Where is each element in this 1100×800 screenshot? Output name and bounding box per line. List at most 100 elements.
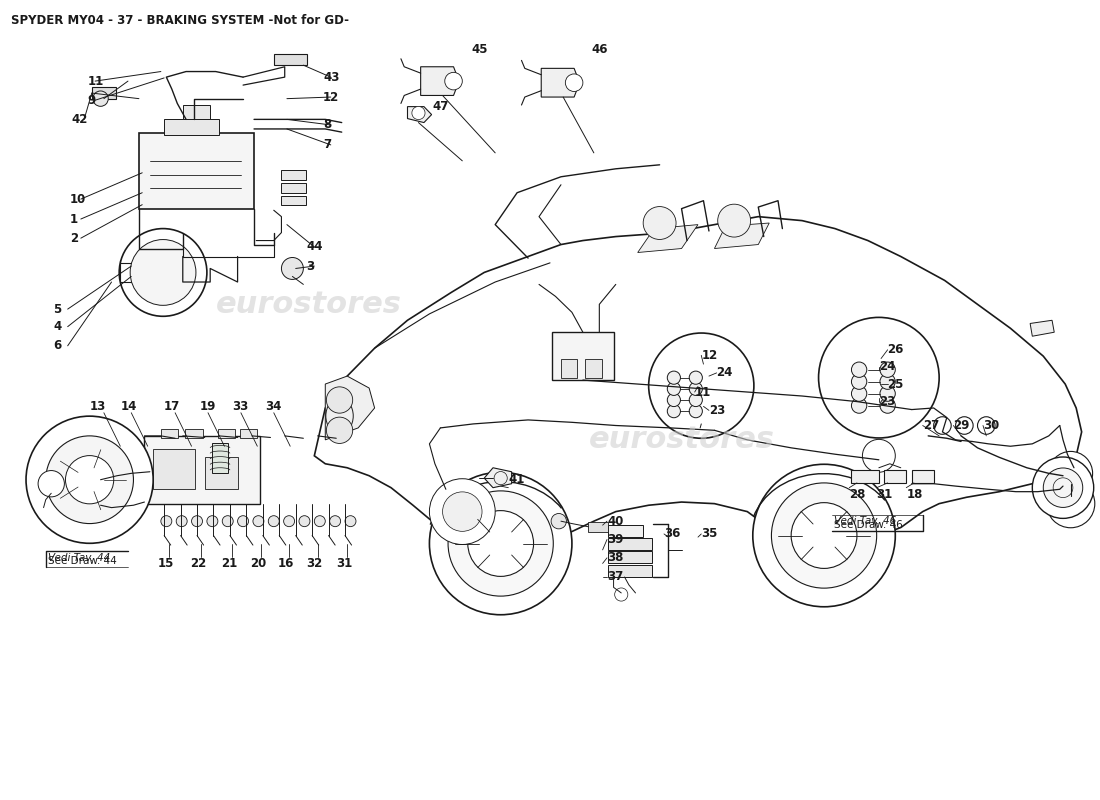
FancyBboxPatch shape: [608, 538, 652, 550]
Text: 12: 12: [702, 349, 717, 362]
Text: 37: 37: [607, 570, 624, 583]
Circle shape: [176, 516, 187, 526]
Text: 27: 27: [923, 419, 939, 432]
Circle shape: [282, 258, 304, 279]
Text: 1: 1: [70, 213, 78, 226]
Polygon shape: [638, 225, 698, 253]
Circle shape: [46, 436, 133, 523]
Circle shape: [690, 371, 703, 384]
Circle shape: [442, 492, 482, 531]
Text: 34: 34: [265, 400, 282, 413]
Circle shape: [284, 516, 295, 526]
Circle shape: [191, 516, 202, 526]
FancyBboxPatch shape: [212, 443, 228, 474]
Text: 21: 21: [221, 557, 238, 570]
Text: 11: 11: [87, 74, 103, 88]
Circle shape: [934, 417, 952, 434]
Circle shape: [222, 516, 233, 526]
Circle shape: [644, 206, 676, 239]
Text: 23: 23: [879, 395, 895, 408]
Text: 28: 28: [849, 487, 866, 501]
Text: 40: 40: [607, 514, 624, 528]
Circle shape: [327, 387, 353, 413]
Circle shape: [1032, 457, 1093, 518]
Circle shape: [66, 456, 113, 504]
FancyBboxPatch shape: [153, 450, 195, 490]
Text: 22: 22: [190, 557, 207, 570]
Text: 4: 4: [54, 320, 62, 333]
Circle shape: [468, 510, 534, 576]
FancyBboxPatch shape: [884, 470, 906, 483]
Text: Vedi Tav. 46: Vedi Tav. 46: [834, 516, 896, 526]
Text: 20: 20: [250, 557, 266, 570]
Circle shape: [851, 374, 867, 390]
FancyBboxPatch shape: [282, 183, 306, 193]
Circle shape: [238, 516, 249, 526]
Polygon shape: [1030, 320, 1054, 336]
FancyBboxPatch shape: [588, 522, 608, 531]
FancyBboxPatch shape: [912, 470, 934, 483]
Circle shape: [327, 417, 353, 443]
Text: 15: 15: [157, 557, 174, 570]
FancyBboxPatch shape: [218, 429, 235, 438]
Text: 12: 12: [323, 90, 339, 103]
Text: 14: 14: [120, 400, 136, 413]
Text: 17: 17: [164, 400, 180, 413]
Text: 39: 39: [607, 533, 624, 546]
Circle shape: [1043, 468, 1082, 507]
Circle shape: [1057, 460, 1084, 486]
Circle shape: [1046, 479, 1094, 528]
Text: 46: 46: [592, 42, 608, 56]
Polygon shape: [326, 376, 375, 440]
Text: 11: 11: [695, 386, 711, 398]
Circle shape: [130, 239, 196, 306]
Circle shape: [880, 362, 895, 378]
Circle shape: [299, 516, 310, 526]
Circle shape: [690, 394, 703, 406]
Text: 35: 35: [702, 527, 717, 541]
Text: 44: 44: [307, 241, 323, 254]
Circle shape: [161, 516, 172, 526]
Circle shape: [862, 439, 895, 472]
Text: 38: 38: [607, 551, 624, 564]
FancyBboxPatch shape: [608, 565, 652, 577]
Text: 29: 29: [954, 419, 970, 432]
Text: 33: 33: [232, 400, 249, 413]
Circle shape: [668, 405, 681, 418]
Circle shape: [444, 72, 462, 90]
Text: 19: 19: [199, 400, 216, 413]
Circle shape: [791, 502, 857, 569]
Text: 26: 26: [888, 343, 904, 356]
Circle shape: [649, 333, 754, 438]
Text: 9: 9: [87, 94, 96, 106]
FancyBboxPatch shape: [608, 525, 644, 537]
Text: 47: 47: [432, 100, 449, 113]
Text: 6: 6: [54, 339, 62, 352]
Text: 43: 43: [323, 70, 340, 84]
FancyBboxPatch shape: [585, 358, 602, 378]
Text: 18: 18: [906, 487, 923, 501]
Polygon shape: [407, 106, 431, 122]
Circle shape: [207, 516, 218, 526]
Circle shape: [565, 74, 583, 91]
Circle shape: [119, 229, 207, 316]
Circle shape: [978, 417, 996, 434]
Circle shape: [880, 386, 895, 402]
Text: See Draw. 44: See Draw. 44: [48, 556, 117, 566]
Circle shape: [268, 516, 279, 526]
Circle shape: [880, 374, 895, 390]
Circle shape: [448, 491, 553, 596]
Text: 7: 7: [323, 138, 331, 151]
Text: 2: 2: [70, 232, 78, 245]
Text: 16: 16: [278, 557, 295, 570]
FancyBboxPatch shape: [274, 54, 307, 65]
Circle shape: [253, 516, 264, 526]
Text: 10: 10: [70, 193, 86, 206]
Circle shape: [39, 470, 65, 497]
Circle shape: [771, 483, 877, 588]
Circle shape: [690, 382, 703, 395]
Circle shape: [752, 464, 895, 606]
Text: 32: 32: [307, 557, 323, 570]
Circle shape: [429, 472, 572, 614]
Text: Vedi Tav. 44: Vedi Tav. 44: [48, 553, 110, 563]
